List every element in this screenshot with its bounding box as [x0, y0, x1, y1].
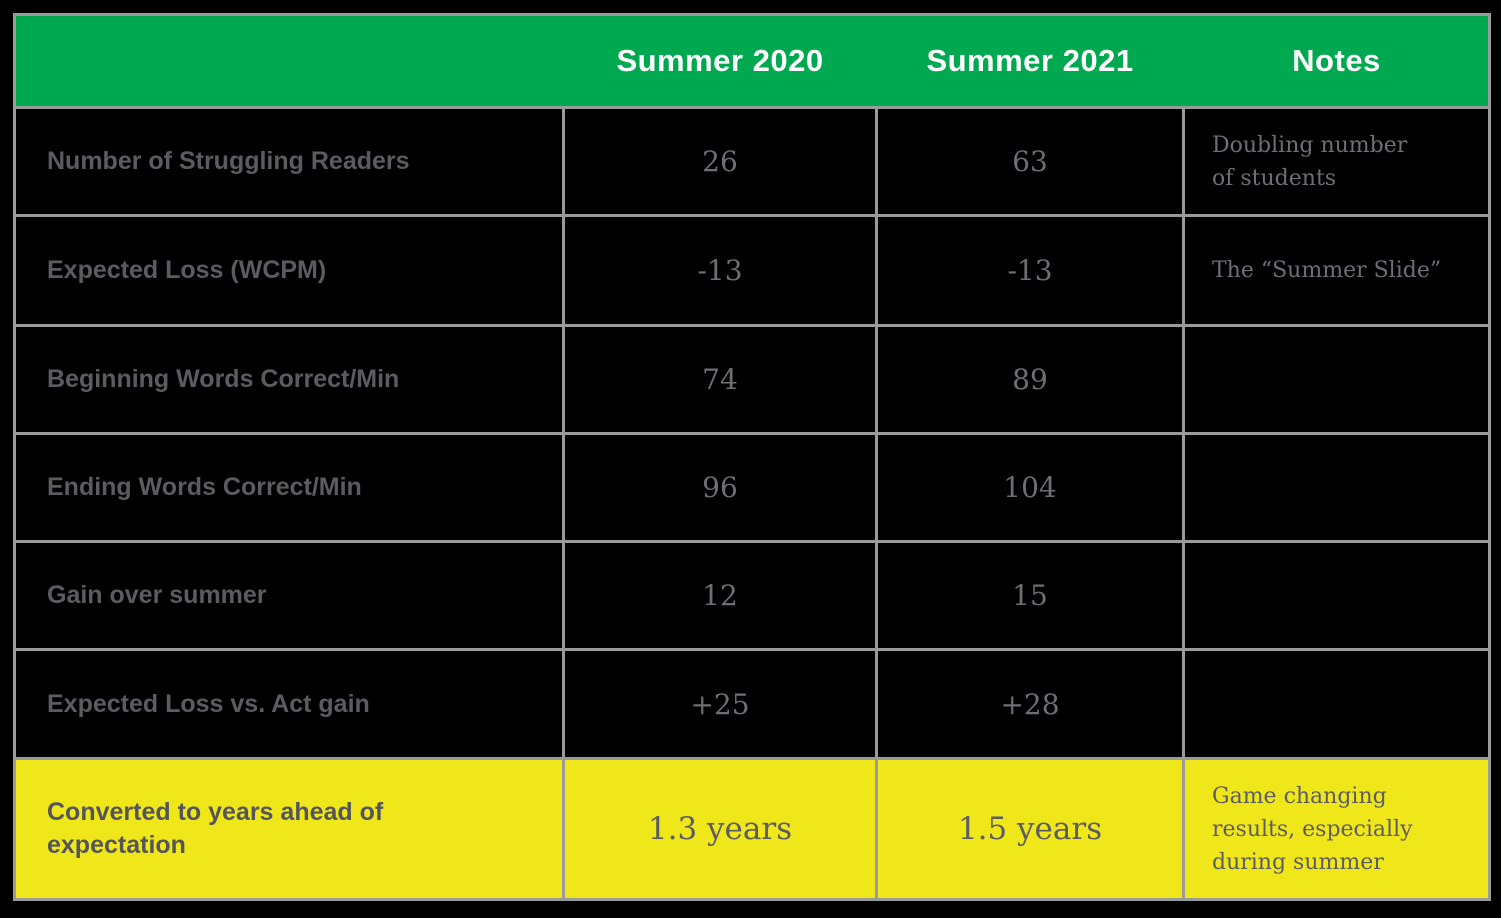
- summer-2020-value: 26: [565, 109, 875, 214]
- row-label-text: Gain over summer: [47, 581, 267, 609]
- row-label: Number of Struggling Readers: [16, 109, 562, 214]
- row-label: Ending Words Correct/Min: [16, 435, 562, 540]
- notes-text: Game changing results, especially during…: [1212, 783, 1413, 875]
- table-header-row: Summer 2020 Summer 2021 Notes: [16, 16, 1488, 106]
- summer-2021-value: 1.5 years: [878, 760, 1182, 898]
- summer-2021-value: 63: [878, 109, 1182, 214]
- row-label-text: Number of Struggling Readers: [47, 147, 410, 175]
- row-label: Beginning Words Correct/Min: [16, 327, 562, 432]
- summer-2020-value: 1.3 years: [565, 760, 875, 898]
- column-header-summer-2021: Summer 2021: [926, 43, 1134, 78]
- summer-2021-value: 89: [878, 327, 1182, 432]
- notes-text: The “Summer Slide”: [1212, 258, 1442, 283]
- summer-2021-value: 15: [878, 543, 1182, 648]
- notes-cell: [1185, 435, 1488, 540]
- row-label-text: Beginning Words Correct/Min: [47, 365, 400, 393]
- row-label-text: Ending Words Correct/Min: [47, 473, 362, 501]
- summer-results-table: Summer 2020 Summer 2021 Notes Number of …: [13, 13, 1491, 901]
- notes-cell: The “Summer Slide”: [1185, 217, 1488, 324]
- row-label: Expected Loss (WCPM): [16, 217, 562, 324]
- column-header-notes: Notes: [1292, 43, 1381, 78]
- summer-2021-value: -13: [878, 217, 1182, 324]
- notes-text: Doubling number of students: [1212, 132, 1408, 191]
- row-label: Gain over summer: [16, 543, 562, 648]
- row-label-text: Expected Loss (WCPM): [47, 256, 327, 284]
- summer-2021-value: 104: [878, 435, 1182, 540]
- summer-2020-value: 96: [565, 435, 875, 540]
- row-label: Converted to years ahead of expectation: [16, 760, 562, 898]
- row-label-text: Converted to years ahead of expectation: [47, 798, 384, 859]
- summer-2020-value: +25: [565, 651, 875, 757]
- summer-2021-value: +28: [878, 651, 1182, 757]
- notes-cell: [1185, 651, 1488, 757]
- notes-cell: [1185, 327, 1488, 432]
- column-header-summer-2020: Summer 2020: [616, 43, 824, 78]
- notes-cell: Game changing results, especially during…: [1185, 760, 1488, 898]
- summer-2020-value: 74: [565, 327, 875, 432]
- summer-2020-value: -13: [565, 217, 875, 324]
- row-label-text: Expected Loss vs. Act gain: [47, 689, 370, 718]
- notes-cell: Doubling number of students: [1185, 109, 1488, 214]
- notes-cell: [1185, 543, 1488, 648]
- summer-results-figure: Summer 2020 Summer 2021 Notes Number of …: [13, 13, 1491, 901]
- row-label: Expected Loss vs. Act gain: [16, 651, 562, 757]
- summer-2020-value: 12: [565, 543, 875, 648]
